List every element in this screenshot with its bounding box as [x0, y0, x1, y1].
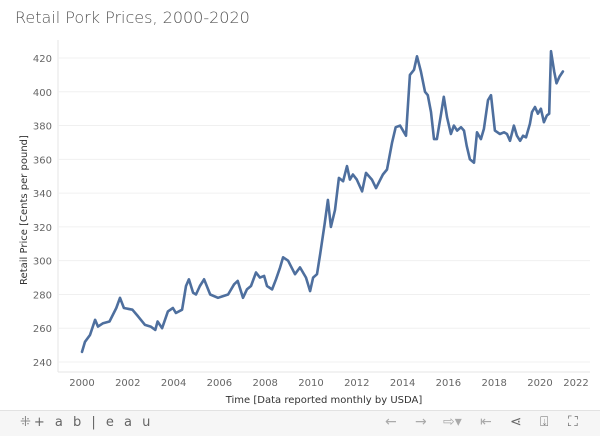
tableau-toolbar: ⁜ + a b | e a u ← → ⇨▾ ⇤ ⋖ ⍗ ⛶ [0, 410, 600, 436]
x-tick-label: 2006 [207, 378, 232, 389]
y-axis-title: Retail Price [Cents per pound] [19, 135, 30, 285]
chart-title: Retail Pork Prices, 2000-2020 [15, 8, 250, 27]
x-tick-label: 2018 [481, 378, 506, 389]
y-tick-label: 420 [33, 54, 52, 65]
y-tick-label: 400 [33, 88, 52, 99]
undo-icon[interactable]: ← [385, 414, 397, 430]
revert-icon[interactable]: ⇨▾ [443, 414, 462, 430]
x-tick-label: 2004 [161, 378, 186, 389]
fullscreen-icon[interactable]: ⛶ [568, 414, 578, 430]
reset-icon[interactable]: ⇤ [480, 414, 492, 430]
redo-icon[interactable]: → [415, 414, 427, 430]
x-tick-label: 2016 [436, 378, 461, 389]
tableau-logo-icon: ⁜ [20, 415, 31, 430]
y-tick-label: 380 [33, 122, 52, 133]
logo-text: + a b | e a u [33, 415, 154, 430]
x-tick-label: 2010 [298, 378, 323, 389]
y-tick-label: 240 [33, 358, 52, 369]
x-tick-label: 2014 [390, 378, 415, 389]
x-tick-label: 2008 [252, 378, 277, 389]
x-axis-title: Time [Data reported monthly by USDA] [225, 395, 423, 406]
y-tick-label: 280 [33, 290, 52, 301]
y-tick-label: 360 [33, 155, 52, 166]
tableau-logo[interactable]: ⁜ + a b | e a u [20, 415, 153, 430]
x-tick-label: 2022 [563, 378, 588, 389]
x-tick-label: 2002 [115, 378, 140, 389]
y-tick-label: 320 [33, 223, 52, 234]
download-icon[interactable]: ⍗ [540, 414, 549, 430]
y-tick-label: 260 [33, 324, 52, 335]
x-tick-label: 2020 [527, 378, 552, 389]
y-tick-label: 340 [33, 189, 52, 200]
y-tick-label: 300 [33, 257, 52, 268]
share-icon[interactable]: ⋖ [510, 414, 522, 430]
line-chart: 240 260 280 300 320 340 360 380 400 420 2000 2002 20… [19, 40, 590, 406]
price-line [80, 49, 565, 354]
x-tick-label: 2012 [344, 378, 369, 389]
x-tick-label: 2000 [69, 378, 94, 389]
